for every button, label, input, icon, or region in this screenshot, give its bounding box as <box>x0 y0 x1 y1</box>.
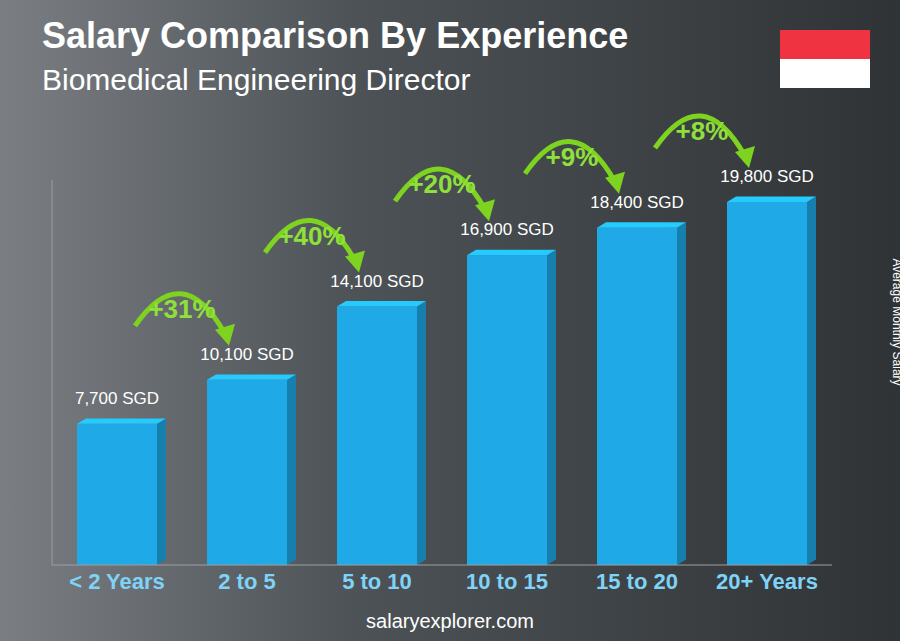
svg-text:7,700 SGD: 7,700 SGD <box>75 389 159 408</box>
svg-text:15 to 20: 15 to 20 <box>596 569 678 594</box>
svg-text:Salary Comparison By Experienc: Salary Comparison By Experience <box>42 15 628 56</box>
svg-text:10,100 SGD: 10,100 SGD <box>200 345 294 364</box>
svg-text:16,900 SGD: 16,900 SGD <box>460 220 554 239</box>
svg-text:10 to 15: 10 to 15 <box>466 569 548 594</box>
svg-text:Average Monthly Salary: Average Monthly Salary <box>890 258 892 385</box>
svg-text:+20%: +20% <box>408 169 475 199</box>
svg-text:+9%: +9% <box>546 142 599 172</box>
svg-text:< 2 Years: < 2 Years <box>69 569 165 594</box>
svg-text:+31%: +31% <box>148 294 215 324</box>
svg-text:salaryexplorer.com: salaryexplorer.com <box>366 610 534 632</box>
svg-text:18,400 SGD: 18,400 SGD <box>590 193 684 212</box>
svg-text:Biomedical Engineering Directo: Biomedical Engineering Director <box>42 63 471 96</box>
svg-text:+40%: +40% <box>278 221 345 251</box>
svg-text:20+ Years: 20+ Years <box>716 569 818 594</box>
svg-text:5 to 10: 5 to 10 <box>342 569 412 594</box>
svg-text:2 to 5: 2 to 5 <box>218 569 275 594</box>
svg-text:19,800 SGD: 19,800 SGD <box>720 167 814 186</box>
svg-text:+8%: +8% <box>676 116 729 146</box>
svg-text:14,100 SGD: 14,100 SGD <box>330 272 424 291</box>
